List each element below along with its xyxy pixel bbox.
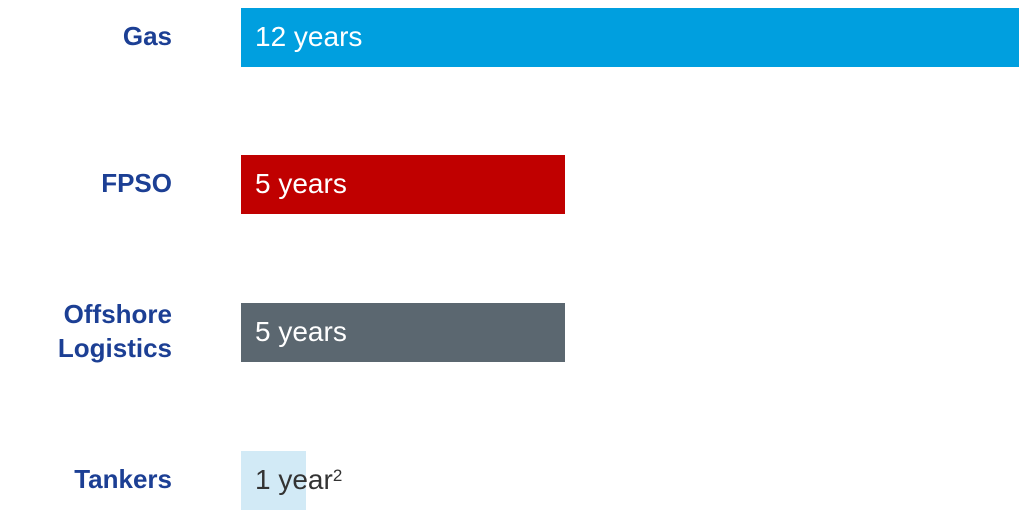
footnote-marker: 2: [332, 466, 343, 485]
value-label-text: 1 year: [255, 464, 333, 495]
value-label: 5 years: [255, 303, 347, 362]
category-label: Gas: [122, 21, 172, 52]
category-label: FPSO: [101, 168, 172, 199]
value-label: 1 year 2: [255, 451, 342, 510]
bar: [241, 450, 306, 510]
category-label: Tankers: [74, 464, 172, 495]
value-label-text: 12 years: [255, 21, 363, 52]
value-label: 12 years: [255, 8, 362, 67]
bar: [241, 7, 1019, 67]
value-label-text: 5 years: [255, 316, 347, 347]
chart: Gas 12 years FPSO 5 years Offshore Logistics…: [57, 7, 1019, 510]
value-label-text: 5 years: [255, 168, 347, 199]
bar: [241, 154, 566, 214]
bar: [241, 302, 566, 362]
value-label: 5 years: [255, 155, 347, 214]
category-label: Offshore Logistics: [57, 299, 172, 363]
